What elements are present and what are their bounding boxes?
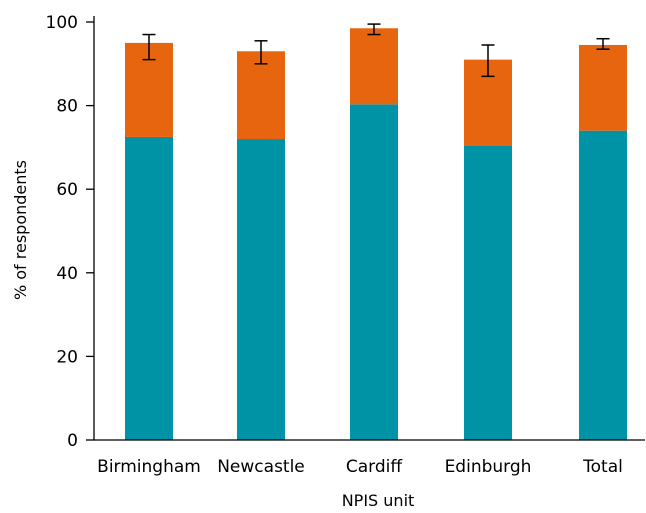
- bar-segment-1-total: [579, 130, 627, 440]
- y-tick-label: 0: [67, 431, 78, 451]
- bar-segment-1-cardiff: [350, 104, 398, 440]
- bar-segment-1-edinburgh: [464, 145, 512, 440]
- error-bar-cardiff: [367, 23, 381, 36]
- error-bar-edinburgh: [481, 44, 495, 78]
- x-labels-layer: Birmingham Newcastle Cardiff Edinburgh Total: [97, 457, 623, 477]
- x-category-label: Birmingham: [97, 457, 201, 477]
- error-bar-newcastle: [254, 40, 268, 65]
- x-category-label: Edinburgh: [445, 457, 532, 477]
- bar-segment-2-cardiff: [350, 28, 398, 105]
- y-tick-label: 20: [56, 347, 78, 367]
- y-tick-label: 40: [56, 264, 78, 284]
- bar-segment-2-newcastle: [237, 51, 285, 140]
- y-tick-label: 100: [46, 13, 78, 33]
- y-axis-title: % of respondents: [11, 160, 30, 300]
- bar-segment-1-newcastle: [237, 139, 285, 441]
- error-bar-total: [596, 37, 610, 50]
- x-category-label: Total: [582, 457, 623, 477]
- bar-segment-2-total: [579, 44, 627, 131]
- y-tick-label: 60: [56, 180, 78, 200]
- bars-layer: [125, 28, 627, 441]
- x-category-label: Cardiff: [346, 457, 403, 477]
- y-ticks-layer: 0 20 40 60 80 100: [46, 13, 94, 451]
- error-bars-layer: [142, 23, 610, 78]
- x-category-label: Newcastle: [217, 457, 305, 477]
- bar-segment-1-birmingham: [125, 136, 173, 440]
- error-bar-birmingham: [142, 33, 156, 61]
- x-axis-title: NPIS unit: [342, 491, 415, 510]
- y-tick-label: 80: [56, 97, 78, 117]
